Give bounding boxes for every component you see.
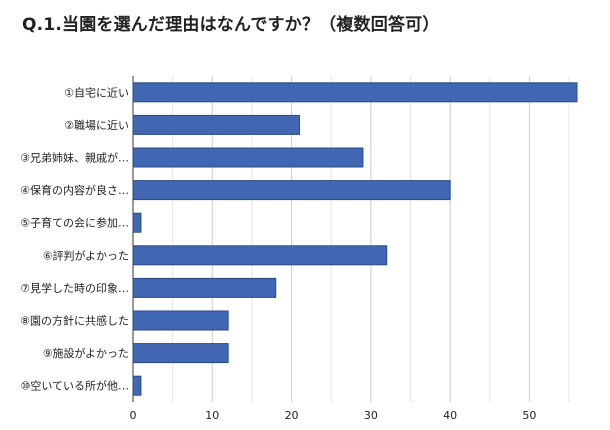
category-label: ⑩空いている所が他… [20,379,129,393]
bar [132,180,451,201]
x-tick-label: 10 [205,409,219,422]
category-label: ④保育の内容が良さ… [20,183,129,197]
category-label: ⑨施設がよかった [43,346,129,360]
x-tick-labels: 0 10 20 30 40 50 [130,409,537,422]
bar [132,245,388,266]
x-tick-label: 30 [364,409,378,422]
bar [132,114,300,135]
bar [132,212,142,233]
category-label: ⑥評判がよかった [43,248,129,262]
category-labels: ①自宅に近い ②職場に近い ③兄弟姉妹、親戚が… ④保育の内容が良さ… ⑤子育ての会に参… [20,85,129,392]
category-label: ⑦見学した時の印象… [20,281,129,295]
bar [132,310,229,331]
bar [132,277,277,298]
category-label: ②職場に近い [64,119,129,132]
category-label: ⑤子育ての会に参加… [20,216,129,230]
bar [132,343,229,364]
chart-title: Q.1.当園を選んだ理由はなんですか？（複数回答可） [22,15,440,35]
bars [132,82,578,396]
x-tick-label: 40 [443,409,457,422]
category-label: ③兄弟姉妹、親戚が… [20,151,129,165]
bar [132,82,578,103]
category-label: ⑧園の方針に共感した [20,314,129,328]
x-tick-label: 0 [130,409,137,422]
category-label: ①自宅に近い [64,85,129,99]
x-tick-label: 20 [285,409,299,422]
x-tick-label: 50 [522,409,536,422]
bar [132,147,364,168]
bar [132,375,142,396]
